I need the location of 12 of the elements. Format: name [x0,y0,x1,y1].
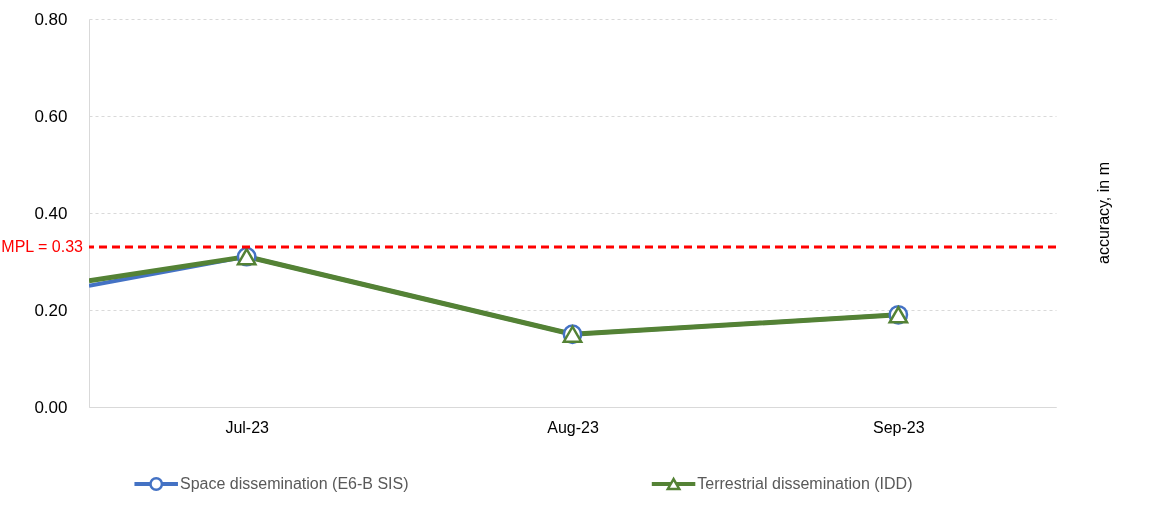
y-tick-label: 0.80 [34,9,68,29]
x-tick-label: Sep-23 [873,418,925,436]
y-tick-label: 0.00 [34,397,68,417]
y-axis-title: accuracy, in m [1095,162,1112,264]
x-tick-label: Aug-23 [547,418,599,436]
y-tick-label: 0.60 [34,106,68,126]
y-tick-label: 0.40 [34,203,68,223]
legend-label: Space dissemination (E6-B SIS) [179,475,409,492]
legend-label: Terrestrial dissemination (IDD) [697,475,913,492]
ref-line-label: MPL = 0.33 [1,237,84,255]
y-tick-label: 0.20 [34,300,68,320]
x-tick-label: Jul-23 [225,418,270,436]
